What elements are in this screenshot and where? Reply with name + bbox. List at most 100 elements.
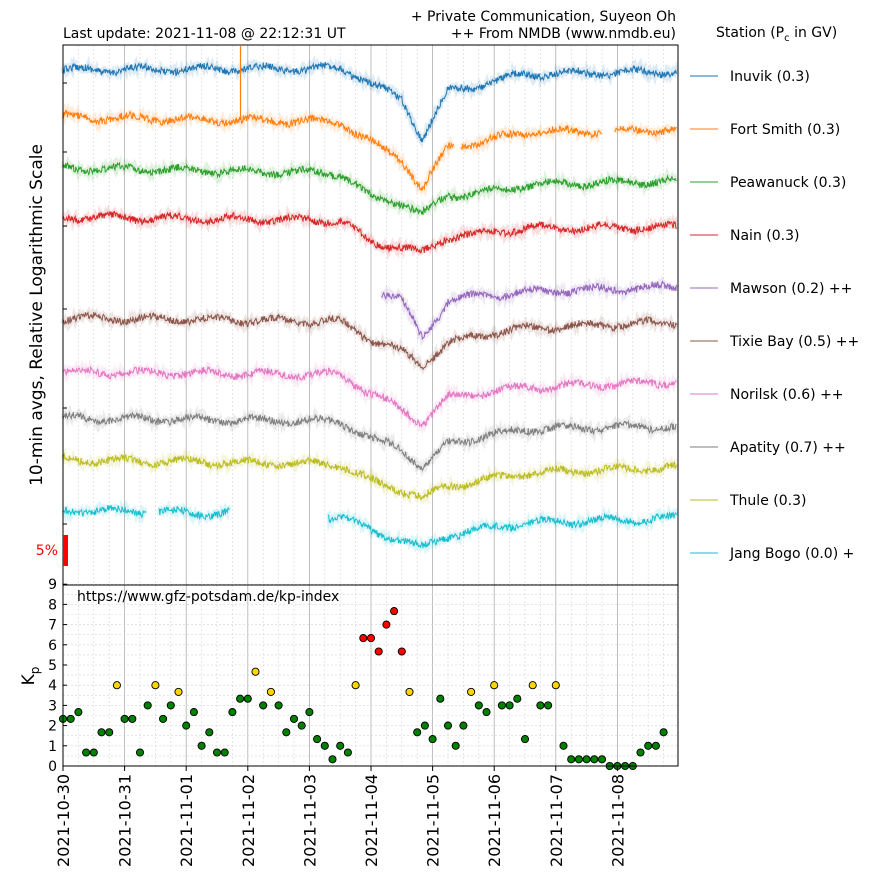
kp-point	[659, 728, 668, 737]
kp-point	[390, 607, 399, 616]
kp-point	[151, 681, 160, 690]
scale-bar-label: 5%	[36, 543, 58, 559]
kp-point	[220, 748, 229, 757]
kp-point	[459, 721, 468, 730]
kp-point	[74, 708, 83, 717]
credit-line-1: + Private Communication, Suyeon Oh	[411, 9, 676, 25]
kp-point	[66, 714, 75, 723]
kp-point	[274, 701, 283, 710]
kp-point	[313, 735, 322, 744]
kp-point	[366, 634, 376, 643]
kp-y-tick-label: 5	[48, 658, 57, 674]
legend-title-suffix: in GV)	[790, 25, 838, 41]
kp-point	[266, 687, 275, 696]
series-band	[60, 101, 456, 198]
kp-point	[474, 701, 483, 710]
series-line	[327, 511, 677, 549]
kp-point	[236, 694, 245, 703]
x-tick-label: 2021-11-01	[177, 774, 196, 867]
series-line	[62, 411, 677, 472]
kp-points	[58, 607, 668, 771]
kp-y-tick-label: 1	[48, 739, 57, 755]
kp-point	[359, 634, 368, 643]
kp-point	[528, 681, 537, 690]
kp-point	[436, 694, 445, 703]
kp-point	[559, 741, 568, 750]
kp-point	[112, 681, 121, 690]
kp-point	[351, 681, 360, 690]
kp-point	[397, 647, 406, 656]
series-line	[62, 504, 147, 519]
kp-point	[212, 748, 222, 757]
scale-bar	[63, 535, 68, 566]
legend-entry: Peawanuck (0.3)	[730, 175, 846, 191]
x-tick-label: 2021-11-02	[239, 774, 258, 867]
kp-point	[228, 708, 237, 717]
kp-point	[82, 748, 91, 757]
kp-label-main: K	[19, 673, 39, 685]
kp-point	[174, 687, 183, 696]
kp-point	[590, 755, 599, 764]
kp-point	[105, 728, 114, 737]
kp-y-tick-label: 3	[48, 698, 57, 714]
kp-point	[282, 728, 291, 737]
kp-point	[289, 714, 299, 723]
x-tick-label: 2021-11-04	[362, 774, 381, 867]
kp-point	[513, 694, 522, 703]
series-line	[62, 61, 677, 143]
kp-point	[567, 755, 576, 764]
kp-point	[251, 667, 260, 676]
kp-point	[320, 741, 329, 750]
kp-point	[166, 701, 175, 710]
kp-point	[182, 721, 191, 730]
station-series	[60, 46, 679, 555]
legend-entry: Thule (0.3)	[729, 493, 806, 509]
x-tick-label: 2021-10-30	[54, 774, 73, 867]
kp-point	[451, 741, 460, 750]
kp-point	[336, 741, 345, 750]
kp-point	[551, 681, 560, 690]
kp-point	[490, 681, 499, 690]
credit-line-2: ++ From NMDB (www.nmdb.eu)	[451, 26, 676, 42]
top-left-ticks	[63, 82, 67, 525]
kp-point	[651, 741, 660, 750]
series-line	[62, 452, 677, 501]
top-y-axis-label: 10-min avgs, Relative Logarithmic Scale	[27, 144, 47, 486]
top-panel-grid	[62, 45, 664, 585]
kp-point	[343, 748, 352, 757]
series-line	[460, 124, 602, 150]
legend-entry: Apatity (0.7) ++	[730, 440, 846, 456]
kp-y-tick-label: 8	[48, 597, 57, 613]
legend-entry: Nain (0.3)	[730, 228, 799, 244]
kp-point	[297, 721, 306, 730]
legend: Inuvik (0.3) Fort Smith (0.3) Peawanuck (0…	[690, 69, 859, 562]
legend-title-sub: c	[784, 33, 790, 44]
series-line	[614, 125, 677, 138]
kp-y-tick-label: 0	[48, 759, 57, 775]
kp-point	[467, 687, 476, 696]
x-tick-label: 2021-10-31	[116, 774, 135, 867]
kp-point	[443, 721, 453, 730]
kp-y-ticks: 0 1 2 3 4 5 6 7 8 9	[48, 577, 67, 775]
kp-point	[544, 701, 553, 710]
x-tick-label: 2021-11-05	[424, 774, 443, 867]
kp-point	[520, 735, 530, 744]
kp-point	[420, 721, 429, 730]
kp-point	[374, 647, 383, 656]
kp-point	[536, 701, 545, 710]
kp-point	[159, 714, 168, 723]
kp-point	[120, 714, 129, 723]
kp-annotation: https://www.gfz-potsdam.de/kp-index	[77, 589, 339, 605]
x-tick-label: 2021-11-08	[608, 774, 627, 867]
kp-y-tick-label: 7	[48, 618, 57, 634]
legend-entry: Inuvik (0.3)	[730, 69, 810, 85]
kp-point	[305, 708, 314, 717]
kp-point	[597, 755, 607, 764]
kp-point	[189, 708, 198, 717]
legend-title: Station (Pc in GV)	[716, 25, 837, 44]
kp-point	[328, 755, 337, 764]
kp-point	[497, 701, 506, 710]
kp-point	[143, 701, 152, 710]
kp-y-tick-label: 2	[48, 719, 57, 735]
kp-point	[574, 755, 583, 764]
